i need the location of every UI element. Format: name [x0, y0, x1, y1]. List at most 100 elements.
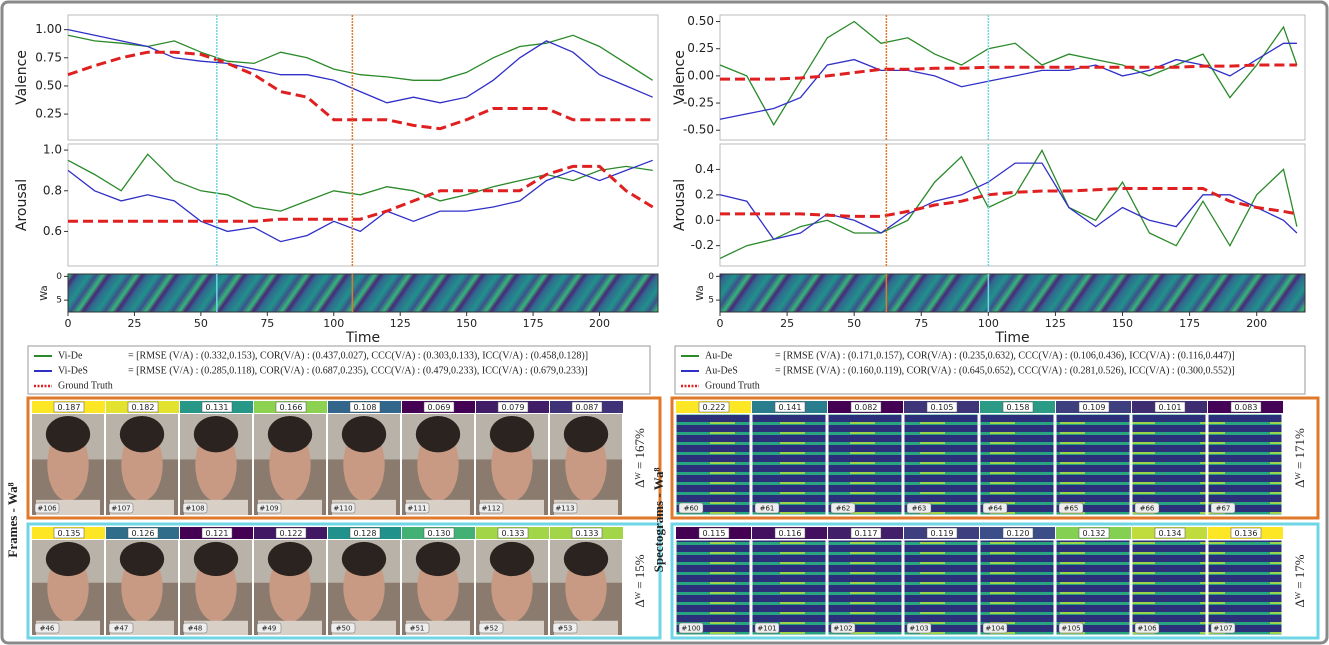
- frame-id: #107: [1213, 625, 1232, 633]
- frame-id: #105: [1061, 625, 1080, 633]
- panel-label: Spectograms - Wa⁸: [651, 468, 666, 573]
- spectrogram-image: [752, 540, 826, 635]
- y-tick-label: 0.8: [43, 183, 62, 197]
- spectrogram-image: [676, 414, 750, 515]
- frame-id: #101: [757, 625, 776, 633]
- weight-label: 0.087: [576, 403, 599, 412]
- plot-frame: [720, 144, 1305, 266]
- y-tick-label: 0.4: [695, 162, 714, 176]
- spectrogram-image: [828, 414, 902, 515]
- x-axis-label: Time: [994, 330, 1029, 346]
- spectrogram-image: [752, 414, 826, 515]
- x-tick-label: 200: [589, 317, 610, 330]
- spectrogram-image: [828, 540, 902, 635]
- spectrogram-image: [1056, 540, 1130, 635]
- y-axis-label: Valence: [672, 50, 688, 105]
- y-tick-label: 0.2: [695, 187, 714, 201]
- frame-id: #113: [555, 505, 574, 513]
- weight-label: 0.128: [354, 529, 377, 538]
- frame-id: #62: [836, 505, 851, 513]
- weight-label: 0.121: [206, 529, 229, 538]
- delta-label: Δᵂ = 15%: [632, 554, 647, 607]
- x-tick-label: 175: [523, 317, 544, 330]
- legend-label: Au-De: [705, 350, 733, 361]
- spectrogram-image: [1132, 414, 1206, 515]
- y-tick-label: 0.00: [687, 68, 714, 82]
- x-tick-label: 175: [1179, 317, 1200, 330]
- hair: [416, 542, 460, 576]
- y-axis-label: Wa: [695, 285, 706, 300]
- hair: [342, 542, 386, 576]
- hair: [342, 416, 386, 452]
- weight-label: 0.131: [206, 403, 229, 412]
- x-tick-label: 50: [847, 317, 861, 330]
- spectrogram-image: [1208, 540, 1282, 635]
- weight-label: 0.141: [779, 403, 802, 412]
- weight-label: 0.135: [58, 529, 81, 538]
- frame-id: #112: [481, 505, 500, 513]
- y-tick-label: 1.0: [43, 143, 62, 157]
- panel-label: Frames - Wa⁸: [5, 482, 20, 557]
- x-tick-label: 125: [390, 317, 411, 330]
- legend-label: Ground Truth: [705, 380, 760, 391]
- hair: [120, 416, 164, 452]
- weight-label: 0.133: [576, 529, 599, 538]
- weight-label: 0.222: [703, 403, 726, 412]
- spectrogram-image: [1056, 414, 1130, 515]
- frame-id: #107: [111, 505, 130, 513]
- y-axis-label: Arousal: [672, 179, 688, 231]
- y-tick-label: 1.00: [35, 22, 62, 36]
- weight-label: 0.132: [1083, 529, 1106, 538]
- x-tick-label: 100: [323, 317, 344, 330]
- frame-id: #60: [684, 505, 699, 513]
- weight-label: 0.126: [132, 529, 155, 538]
- y-tick-label: 0: [56, 272, 62, 282]
- weight-label: 0.134: [1159, 529, 1182, 538]
- delta-label: Δᵂ = 167%: [632, 428, 647, 488]
- hair: [46, 542, 90, 576]
- hair: [194, 542, 238, 576]
- frame-id: #109: [259, 505, 278, 513]
- frame-id: #106: [1137, 625, 1157, 633]
- y-axis-label: Arousal: [14, 179, 30, 231]
- weight-label: 0.120: [1007, 529, 1030, 538]
- y-axis-label: Wa: [39, 285, 50, 300]
- frame-id: #66: [1140, 505, 1155, 513]
- frame-id: #110: [333, 505, 352, 513]
- y-axis-label: Valence: [14, 50, 30, 105]
- frame-id: #49: [262, 625, 277, 633]
- weight-label: 0.108: [354, 403, 377, 412]
- frame-id: #52: [484, 625, 499, 633]
- legend-label: Vi-DeS: [58, 365, 88, 376]
- hair: [194, 416, 238, 452]
- y-tick-label: 5: [56, 296, 62, 306]
- weight-label: 0.116: [779, 529, 802, 538]
- spectrogram-image: [904, 414, 978, 515]
- hair: [46, 416, 90, 452]
- legend-metrics: = [RMSE (V/A) : (0.285,0.118), COR(V/A) …: [128, 365, 588, 376]
- frame-id: #61: [760, 505, 775, 513]
- x-tick-label: 150: [456, 317, 477, 330]
- frame-id: #102: [833, 625, 852, 633]
- y-tick-label: -0.2: [691, 238, 714, 252]
- weight-label: 0.187: [58, 403, 81, 412]
- spectrogram-image: [980, 540, 1054, 635]
- y-tick-label: 0.6: [43, 224, 62, 238]
- frame-id: #111: [407, 505, 426, 513]
- y-tick-label: 0: [708, 272, 714, 282]
- frame-id: #65: [1064, 505, 1079, 513]
- frame-id: #50: [336, 625, 351, 633]
- y-tick-label: 0.50: [35, 78, 62, 92]
- weight-label: 0.158: [1007, 403, 1030, 412]
- x-tick-label: 100: [978, 317, 999, 330]
- x-tick-label: 75: [914, 317, 928, 330]
- x-tick-label: 200: [1246, 317, 1267, 330]
- y-tick-label: 0.50: [687, 14, 714, 28]
- y-tick-label: -0.50: [683, 123, 714, 137]
- hair: [490, 542, 534, 576]
- legend-label: Ground Truth: [58, 380, 113, 391]
- frame-id: #51: [410, 625, 425, 633]
- spectrogram-image: [1208, 414, 1282, 515]
- weight-label: 0.117: [855, 529, 878, 538]
- x-tick-label: 125: [1045, 317, 1066, 330]
